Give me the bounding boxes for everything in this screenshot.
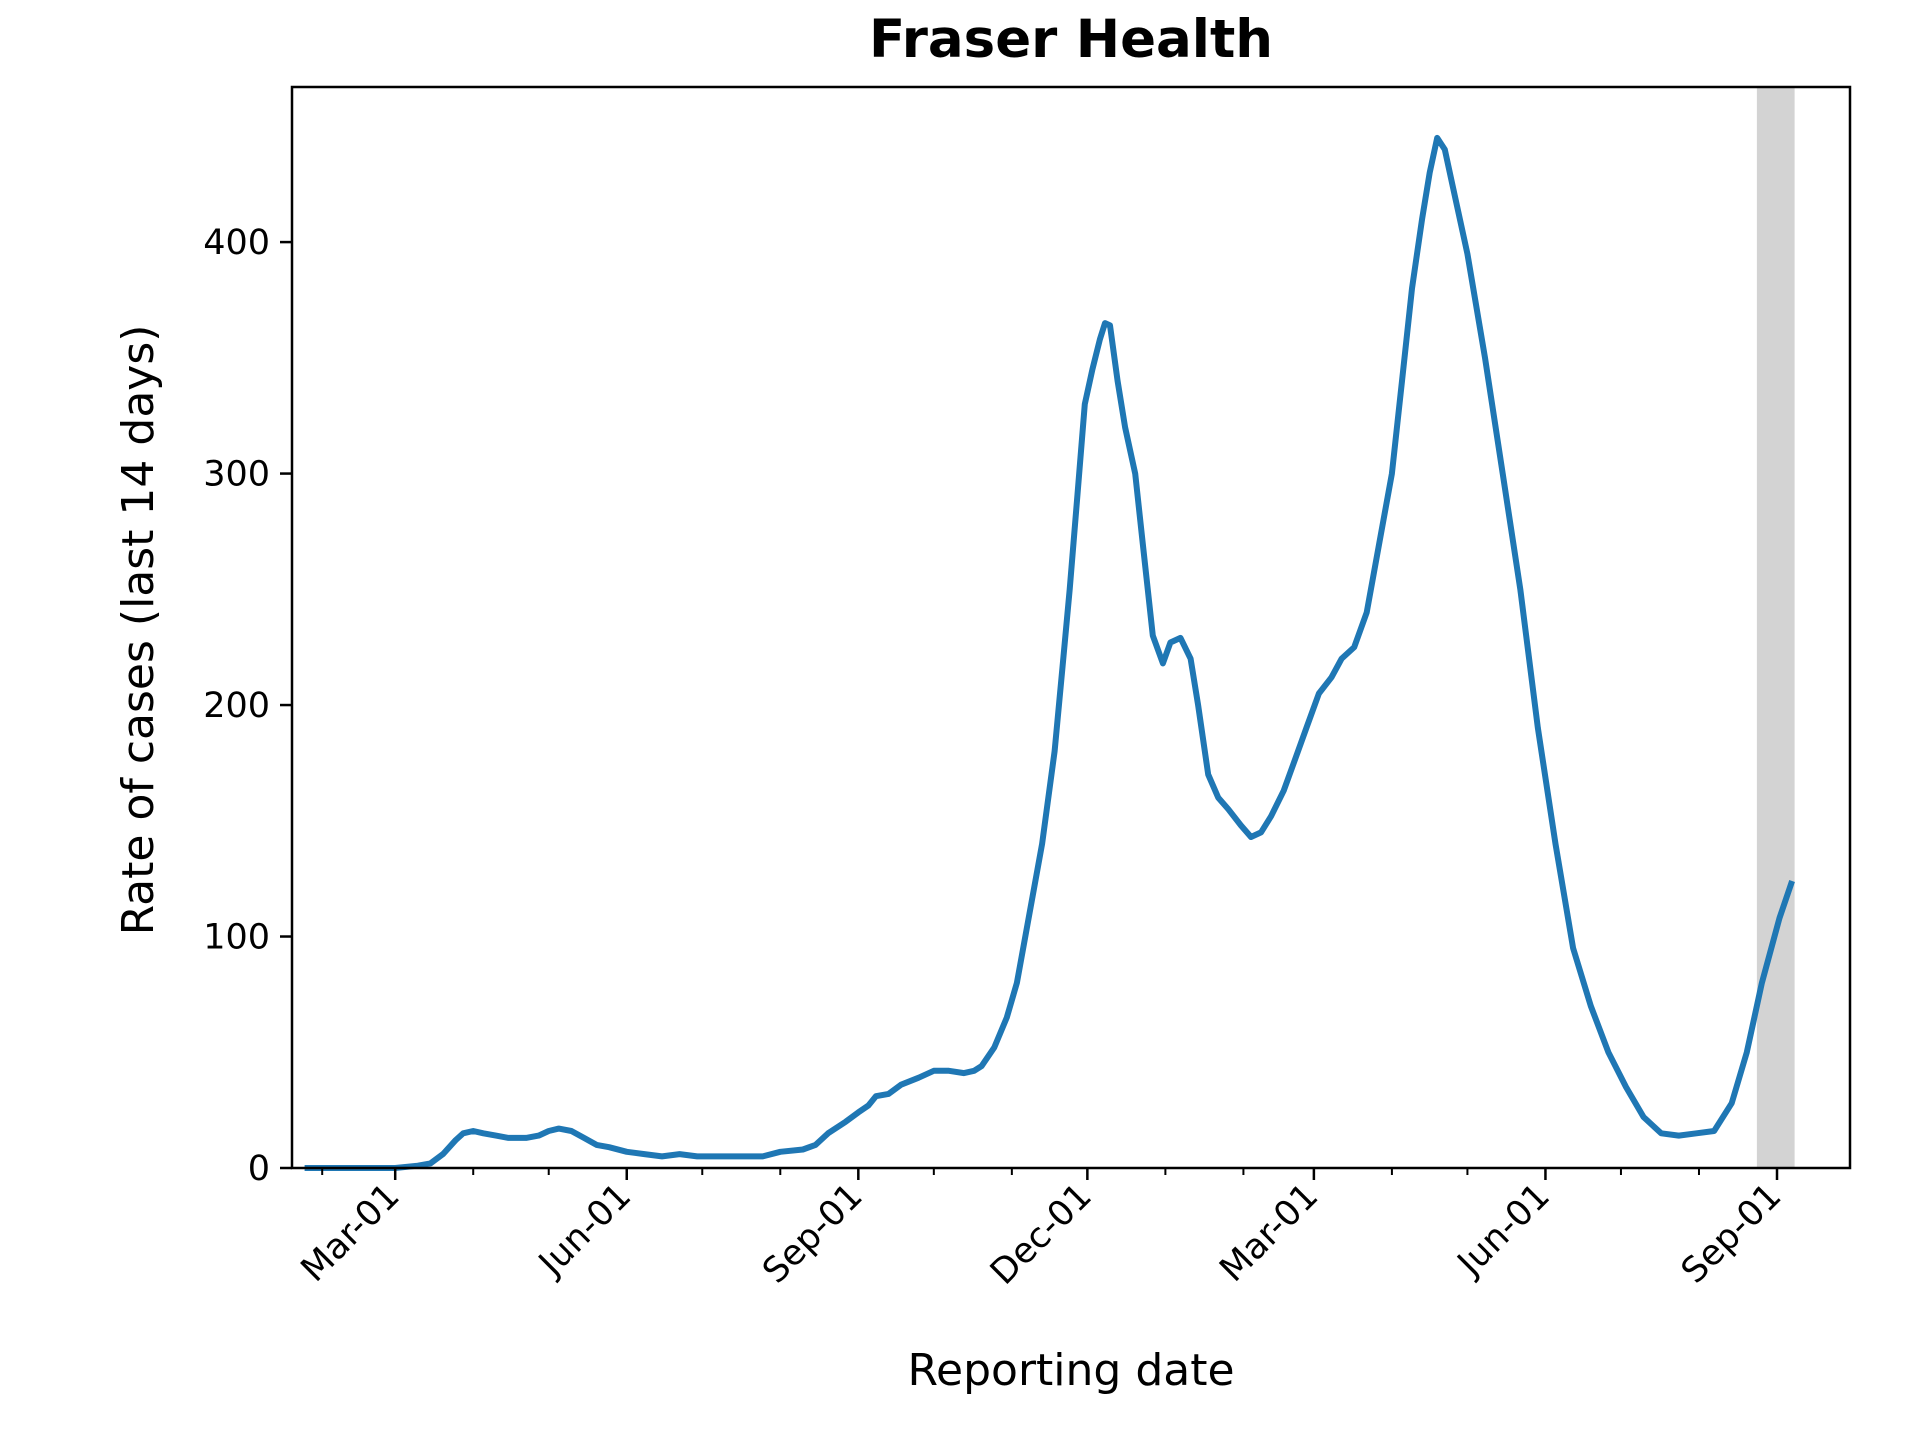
y-tick-label: 100 [203,918,270,958]
y-tick-label: 400 [203,223,270,263]
y-tick-label: 200 [203,686,270,726]
plot-frame [290,85,1852,1170]
x-axis-label: Reporting date [907,1345,1234,1396]
chart-title: Fraser Health [869,9,1273,70]
series-line-0 [304,134,1795,1171]
y-tick-label: 300 [203,455,270,495]
y-tick-label: 0 [248,1149,270,1189]
highlight-span [1756,87,1795,1168]
y-axis-label: Rate of cases (last 14 days) [113,325,164,936]
